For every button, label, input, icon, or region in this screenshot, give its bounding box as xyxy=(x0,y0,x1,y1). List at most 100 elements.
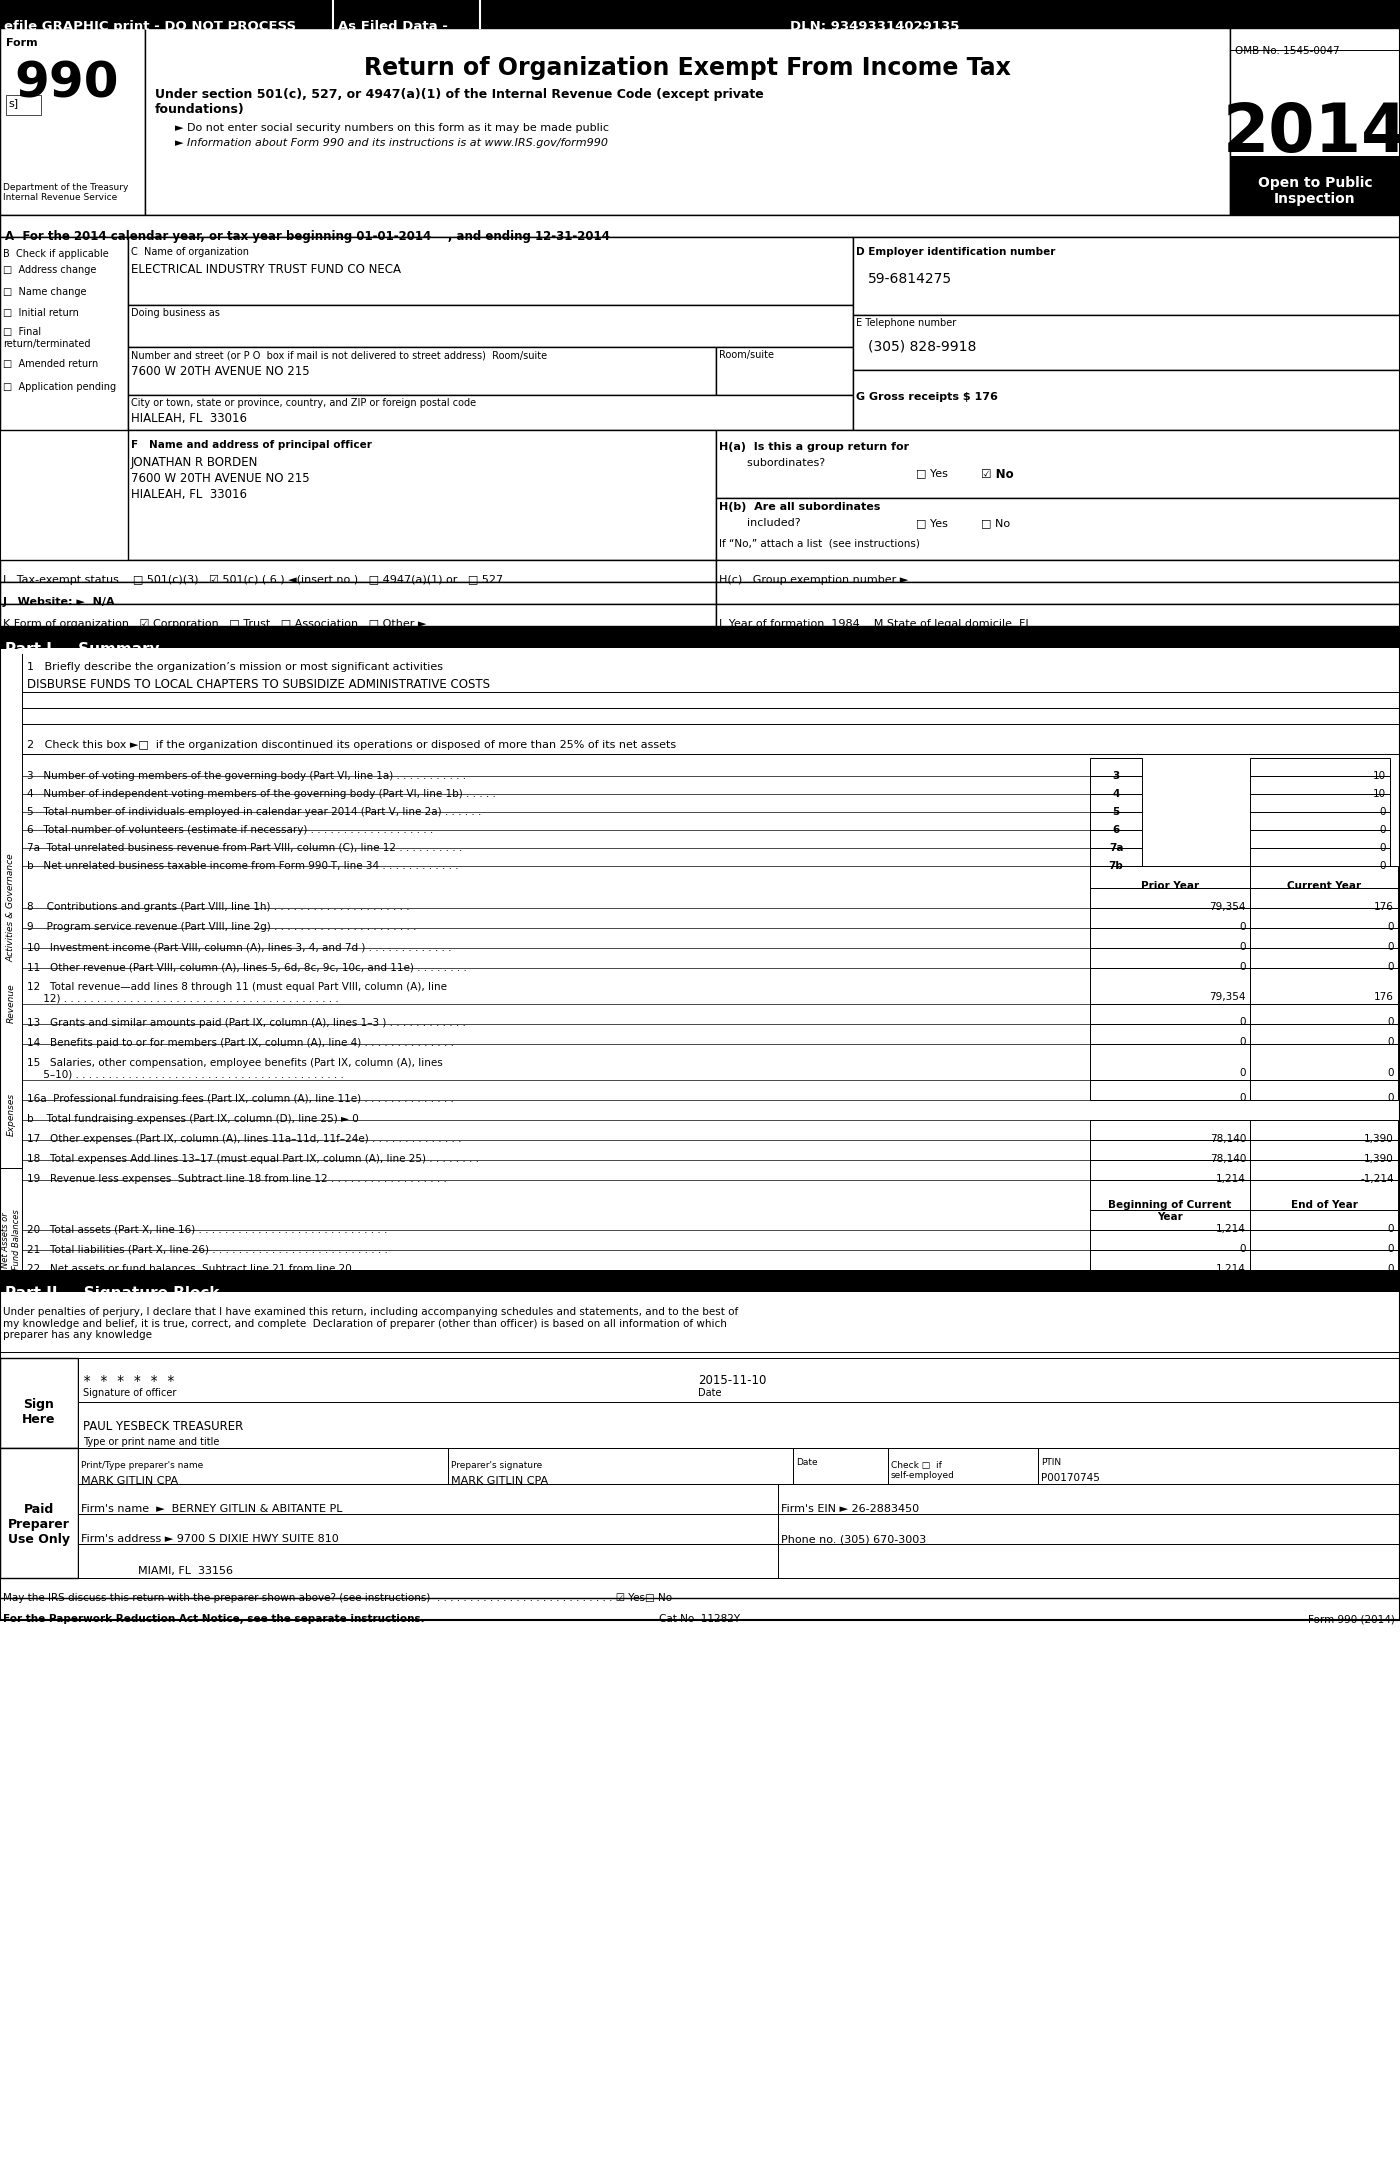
Bar xyxy=(78,1544,778,1578)
Text: 0: 0 xyxy=(1379,825,1386,836)
Text: 3: 3 xyxy=(1113,771,1120,782)
Text: 0: 0 xyxy=(1239,1092,1246,1103)
Text: H(a)  Is this a group return for: H(a) Is this a group return for xyxy=(720,443,909,452)
Bar xyxy=(1250,1044,1399,1079)
Text: Cat No  11282Y: Cat No 11282Y xyxy=(659,1613,741,1624)
Text: Under penalties of perjury, I declare that I have examined this return, includin: Under penalties of perjury, I declare th… xyxy=(3,1307,738,1340)
Text: □  Final
return/terminated: □ Final return/terminated xyxy=(3,328,91,350)
Bar xyxy=(715,604,1400,625)
Text: May the IRS discuss this return with the preparer shown above? (see instructions: May the IRS discuss this return with the… xyxy=(3,1594,672,1602)
Bar xyxy=(715,582,1400,604)
Text: Preparer's signature: Preparer's signature xyxy=(451,1461,542,1470)
Text: 79,354: 79,354 xyxy=(1210,901,1246,912)
Bar xyxy=(0,625,1400,647)
Bar xyxy=(1250,1025,1399,1044)
Bar xyxy=(715,560,1400,582)
Text: 1,214: 1,214 xyxy=(1217,1224,1246,1233)
Text: Paid
Preparer
Use Only: Paid Preparer Use Only xyxy=(8,1502,70,1546)
Bar xyxy=(1250,1181,1399,1209)
Text: 0: 0 xyxy=(1239,1068,1246,1079)
Text: 6   Total number of volunteers (estimate if necessary) . . . . . . . . . . . . .: 6 Total number of volunteers (estimate i… xyxy=(27,825,433,836)
Bar xyxy=(127,237,853,304)
Bar xyxy=(1250,1120,1399,1140)
Text: 0: 0 xyxy=(1387,923,1394,931)
Text: subordinates?: subordinates? xyxy=(720,458,825,469)
Text: End of Year: End of Year xyxy=(1291,1201,1358,1209)
Bar xyxy=(1250,1159,1399,1181)
Text: 3   Number of voting members of the governing body (Part VI, line 1a) . . . . . : 3 Number of voting members of the govern… xyxy=(27,771,466,782)
Text: efile GRAPHIC print - DO NOT PROCESS: efile GRAPHIC print - DO NOT PROCESS xyxy=(4,20,297,33)
Text: If “No,” attach a list  (see instructions): If “No,” attach a list (see instructions… xyxy=(720,538,920,547)
Bar xyxy=(1091,1231,1250,1250)
Bar xyxy=(1091,907,1250,927)
Text: s]: s] xyxy=(8,98,18,109)
Bar xyxy=(1091,829,1142,849)
Text: 2015-11-10: 2015-11-10 xyxy=(699,1374,766,1387)
Text: Date: Date xyxy=(797,1459,818,1468)
Text: 19   Revenue less expenses  Subtract line 18 from line 12 . . . . . . . . . . . : 19 Revenue less expenses Subtract line 1… xyxy=(27,1175,447,1183)
Text: E Telephone number: E Telephone number xyxy=(855,317,956,328)
Text: Date: Date xyxy=(699,1387,721,1398)
Bar xyxy=(1250,1250,1399,1270)
Text: 0: 0 xyxy=(1239,1016,1246,1027)
Text: MIAMI, FL  33156: MIAMI, FL 33156 xyxy=(139,1565,232,1576)
Text: 17   Other expenses (Part IX, column (A), lines 11a–11d, 11f–24e) . . . . . . . : 17 Other expenses (Part IX, column (A), … xyxy=(27,1133,462,1144)
Bar xyxy=(715,347,853,395)
Text: 9    Program service revenue (Part VIII, line 2g) . . . . . . . . . . . . . . . : 9 Program service revenue (Part VIII, li… xyxy=(27,923,417,931)
Text: ☑ No: ☑ No xyxy=(981,469,1014,482)
Text: 1,214: 1,214 xyxy=(1217,1175,1246,1183)
Bar xyxy=(1250,849,1390,866)
Text: Firm's name  ►  BERNEY GITLIN & ABITANTE PL: Firm's name ► BERNEY GITLIN & ABITANTE P… xyxy=(81,1505,343,1513)
Bar xyxy=(1091,1209,1250,1231)
Text: 0: 0 xyxy=(1239,962,1246,973)
Text: 0: 0 xyxy=(1387,1068,1394,1079)
Bar xyxy=(1091,1003,1250,1025)
Bar xyxy=(127,395,853,430)
Bar xyxy=(78,1359,1400,1402)
Bar xyxy=(1091,1181,1250,1209)
Text: Prior Year: Prior Year xyxy=(1141,881,1198,890)
Text: DLN: 93493314029135: DLN: 93493314029135 xyxy=(790,20,959,33)
Bar xyxy=(127,430,715,560)
Text: Revenue: Revenue xyxy=(7,983,15,1023)
Text: Print/Type preparer's name: Print/Type preparer's name xyxy=(81,1461,203,1470)
Text: Internal Revenue Service: Internal Revenue Service xyxy=(3,193,118,202)
Text: 21   Total liabilities (Part X, line 26) . . . . . . . . . . . . . . . . . . . .: 21 Total liabilities (Part X, line 26) .… xyxy=(27,1244,388,1255)
Bar xyxy=(0,604,715,625)
Bar xyxy=(127,304,853,347)
Bar xyxy=(1091,1120,1250,1140)
Text: Number and street (or P O  box if mail is not delivered to street address)  Room: Number and street (or P O box if mail is… xyxy=(132,350,547,360)
Text: G Gross receipts $ 176: G Gross receipts $ 176 xyxy=(855,393,998,402)
Bar xyxy=(1250,829,1390,849)
Text: Form 990 (2014): Form 990 (2014) xyxy=(1308,1613,1394,1624)
Text: 7a: 7a xyxy=(1109,842,1123,853)
Bar xyxy=(0,0,1400,28)
Text: MARK GITLIN CPA: MARK GITLIN CPA xyxy=(81,1476,178,1485)
Text: 6: 6 xyxy=(1113,825,1120,836)
Text: HIALEAH, FL  33016: HIALEAH, FL 33016 xyxy=(132,412,246,426)
Text: Signature of officer: Signature of officer xyxy=(83,1387,176,1398)
Text: 5   Total number of individuals employed in calendar year 2014 (Part V, line 2a): 5 Total number of individuals employed i… xyxy=(27,808,482,816)
Bar xyxy=(1091,949,1250,968)
Bar xyxy=(0,28,146,215)
Bar xyxy=(778,1513,1400,1544)
Text: Firm's EIN ► 26-2883450: Firm's EIN ► 26-2883450 xyxy=(781,1505,920,1513)
Text: 7600 W 20TH AVENUE NO 215: 7600 W 20TH AVENUE NO 215 xyxy=(132,471,309,484)
Text: b    Total fundraising expenses (Part IX, column (D), line 25) ► 0: b Total fundraising expenses (Part IX, c… xyxy=(27,1114,358,1125)
Text: PTIN: PTIN xyxy=(1042,1459,1061,1468)
Text: Under section 501(c), 527, or 4947(a)(1) of the Internal Revenue Code (except pr: Under section 501(c), 527, or 4947(a)(1)… xyxy=(155,89,764,102)
Bar xyxy=(1091,795,1142,812)
Bar xyxy=(1231,28,1400,215)
Text: 990: 990 xyxy=(14,59,119,106)
Text: 4   Number of independent voting members of the governing body (Part VI, line 1b: 4 Number of independent voting members o… xyxy=(27,788,496,799)
Text: Part II     Signature Block: Part II Signature Block xyxy=(6,1285,220,1300)
Text: 176: 176 xyxy=(1375,901,1394,912)
Text: 13   Grants and similar amounts paid (Part IX, column (A), lines 1–3 ) . . . . .: 13 Grants and similar amounts paid (Part… xyxy=(27,1018,466,1029)
Text: 0: 0 xyxy=(1387,1016,1394,1027)
Bar xyxy=(0,1359,78,1448)
Bar xyxy=(1091,758,1142,775)
Bar xyxy=(1250,968,1399,1003)
Bar xyxy=(1250,888,1399,907)
Text: 1,390: 1,390 xyxy=(1364,1133,1394,1144)
Text: (305) 828-9918: (305) 828-9918 xyxy=(868,341,976,354)
